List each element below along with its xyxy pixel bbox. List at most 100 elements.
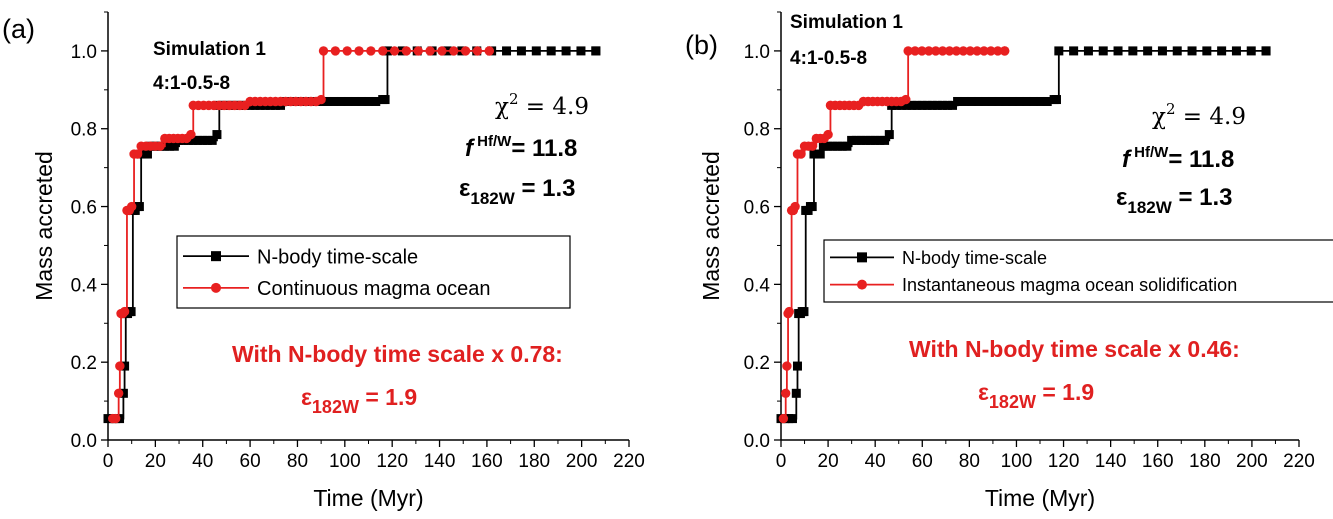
x-tick-label: 100 xyxy=(329,451,361,472)
data-marker xyxy=(833,141,843,151)
data-marker xyxy=(994,96,1004,106)
data-marker xyxy=(561,46,571,56)
y-tick-label: 0.4 xyxy=(71,275,98,296)
data-marker xyxy=(1202,46,1212,56)
data-marker xyxy=(847,135,857,145)
data-marker xyxy=(791,388,801,398)
data-marker xyxy=(576,46,586,56)
data-marker xyxy=(364,96,374,106)
epsilon-subscript: 182W xyxy=(470,189,515,208)
epsilon-value: = 1.3 xyxy=(1172,184,1233,211)
chi2-symbol: χ xyxy=(495,94,509,120)
data-marker xyxy=(979,46,989,56)
x-tick-label: 100 xyxy=(1001,451,1033,472)
data-marker xyxy=(917,100,927,110)
chi2-value: = 4.9 xyxy=(518,94,588,120)
data-marker xyxy=(986,46,996,56)
chart-panel-b: (b) 0 20 40 60 80 100 120 140 160 180 200 220 0.0 0.2 0… xyxy=(667,0,1333,519)
data-marker xyxy=(113,388,124,399)
data-marker xyxy=(1022,96,1032,106)
annotation-epsilon-symbol: ε xyxy=(301,384,312,410)
data-marker xyxy=(1054,46,1064,56)
data-marker xyxy=(778,413,789,424)
data-marker xyxy=(132,149,143,159)
data-marker xyxy=(1261,46,1271,56)
legend-marker xyxy=(211,251,221,262)
data-marker xyxy=(425,46,435,56)
data-marker xyxy=(188,135,198,145)
data-marker xyxy=(782,361,792,371)
f-symbol: f xyxy=(1122,146,1132,173)
data-marker xyxy=(951,46,962,56)
data-marker xyxy=(828,141,838,151)
data-marker xyxy=(366,46,376,56)
panel-label: (a) xyxy=(2,14,35,44)
simulation-title: Simulation 1 xyxy=(790,12,903,33)
data-marker xyxy=(134,202,144,212)
x-tick-label: 180 xyxy=(1189,451,1221,472)
y-tick-label: 0.0 xyxy=(71,431,97,452)
data-marker xyxy=(870,135,880,145)
legend-label: Instantaneous magma ocean solidification xyxy=(902,275,1237,295)
data-marker xyxy=(437,46,447,56)
x-tick-label: 160 xyxy=(1142,451,1174,472)
data-marker xyxy=(787,414,797,424)
data-marker xyxy=(186,129,196,140)
data-marker xyxy=(1231,46,1241,56)
data-marker xyxy=(1001,96,1011,106)
data-marker xyxy=(790,201,800,212)
legend: N-body time-scale Continuous magma ocean xyxy=(176,235,571,309)
f-value: = 11.8 xyxy=(1168,146,1234,173)
data-marker xyxy=(502,46,512,56)
data-marker xyxy=(472,46,483,56)
data-marker xyxy=(966,96,976,106)
y-tick-label: 0.2 xyxy=(71,353,97,374)
data-marker xyxy=(322,96,332,106)
data-marker xyxy=(942,100,952,110)
legend-box xyxy=(823,239,1333,303)
chi2-exponent: 2 xyxy=(509,90,519,108)
chart-panel-a: (a) 0 20 40 60 80 100 120 140 160 180 200 220 0.0 0.2 0… xyxy=(0,0,666,519)
data-marker xyxy=(1008,96,1018,106)
data-marker xyxy=(343,96,353,106)
y-tick-label: 0.6 xyxy=(71,198,97,219)
data-marker xyxy=(484,46,494,56)
data-marker xyxy=(980,96,990,106)
data-marker xyxy=(207,135,217,145)
data-marker xyxy=(861,135,871,145)
data-marker xyxy=(342,46,352,56)
data-marker xyxy=(126,201,137,212)
data-marker xyxy=(330,46,341,56)
data-marker xyxy=(999,46,1010,56)
data-marker xyxy=(987,96,997,106)
data-marker xyxy=(1098,46,1108,56)
chi2-stat: χ2 = 4.9 xyxy=(1152,100,1246,130)
series-1 xyxy=(108,46,494,424)
chi2-exponent: 2 xyxy=(1166,100,1176,118)
data-marker xyxy=(792,361,802,371)
data-marker xyxy=(413,46,423,56)
chart-a-svg: (a) 0 20 40 60 80 100 120 140 160 180 200 220 0.0 0.2 0… xyxy=(2,11,645,511)
data-marker xyxy=(924,46,934,56)
x-tick-label: 220 xyxy=(613,451,645,472)
legend-marker xyxy=(211,282,221,293)
timescale-annotation: With N-body time scale x 0.78: xyxy=(232,341,563,367)
data-marker xyxy=(531,46,541,56)
data-marker xyxy=(842,141,852,151)
data-marker xyxy=(875,135,885,145)
data-marker xyxy=(212,130,222,140)
data-marker xyxy=(1172,46,1182,56)
y-axis-label: Mass accreted xyxy=(698,151,724,301)
data-marker xyxy=(126,307,136,317)
y-tick-label: 0.4 xyxy=(744,275,771,296)
data-marker xyxy=(903,46,913,56)
x-tick-label: 80 xyxy=(287,451,308,472)
data-marker xyxy=(1069,46,1079,56)
data-marker xyxy=(901,94,911,105)
simulation-code: 4:1-0.5-8 xyxy=(790,48,867,69)
data-marker xyxy=(944,46,955,56)
epsilon-symbol: ε xyxy=(1116,184,1127,211)
data-marker xyxy=(932,100,942,110)
data-marker xyxy=(357,96,367,106)
data-marker xyxy=(1028,96,1038,106)
